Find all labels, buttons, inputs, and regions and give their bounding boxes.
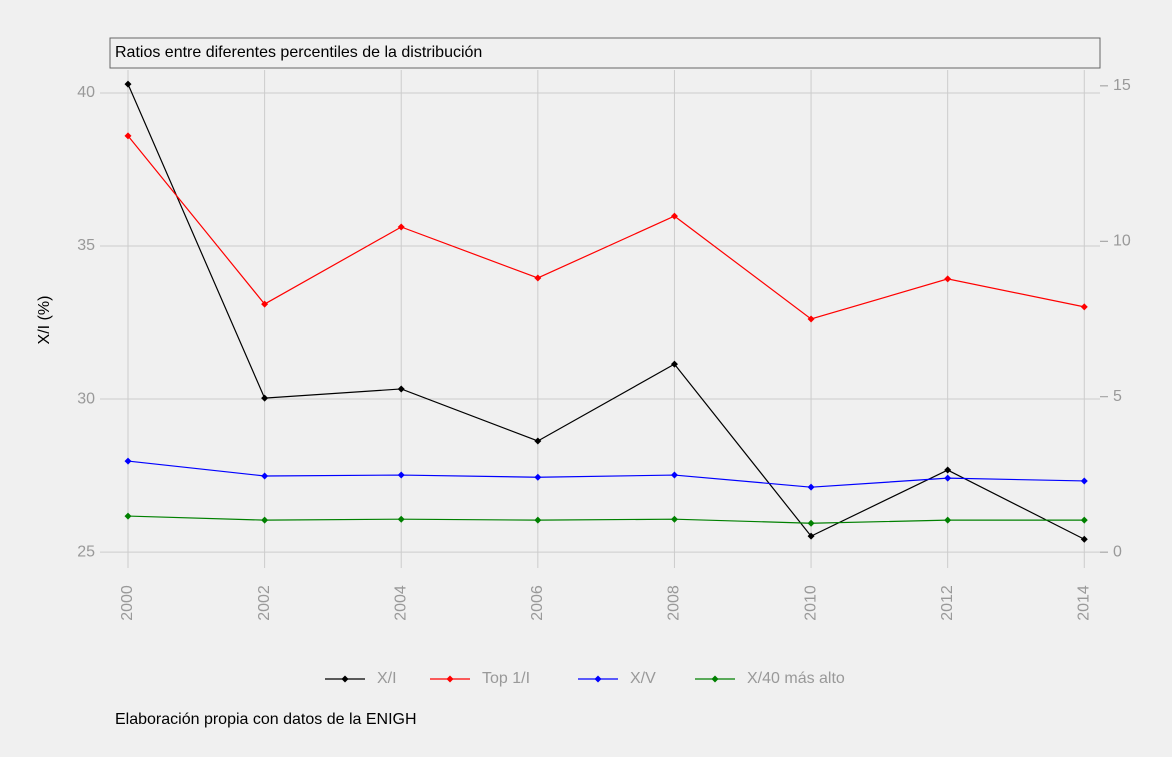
x-tick-label: 2004	[392, 585, 409, 621]
legend-swatch	[446, 675, 454, 683]
legend-label: X/40 más alto	[747, 670, 845, 687]
point	[1080, 303, 1088, 311]
point	[670, 471, 678, 479]
point	[261, 394, 269, 402]
caption: Elaboración propia con datos de la ENIGH	[115, 711, 417, 728]
point	[670, 515, 678, 523]
point	[397, 515, 405, 523]
x-tick-label: 2006	[529, 585, 546, 621]
y-tick-label: 40	[77, 84, 95, 101]
x-tick-label: 2014	[1076, 585, 1093, 621]
point	[944, 474, 952, 482]
point	[944, 275, 952, 283]
x-tick-label: 2010	[802, 585, 819, 621]
point	[124, 80, 132, 88]
series-line	[127, 515, 1085, 524]
y-tick-label: 30	[77, 390, 95, 407]
series-line	[127, 83, 1085, 540]
point	[670, 360, 678, 368]
x-tick-label: 2008	[666, 585, 683, 621]
legend-label: Top 1/I	[482, 670, 530, 687]
title-box	[109, 37, 1101, 69]
point	[944, 516, 952, 524]
point	[1080, 516, 1088, 524]
y2-tick-label: 0	[1113, 543, 1122, 560]
series-line	[127, 460, 1085, 488]
y-axis-label: X/I (%)	[36, 296, 53, 345]
point	[534, 473, 542, 481]
legend-label: X/V	[630, 670, 656, 687]
point	[124, 132, 132, 140]
point	[124, 457, 132, 465]
x-tick-label: 2002	[256, 585, 273, 621]
legend-swatch	[594, 675, 602, 683]
point	[807, 519, 815, 527]
y2-tick-label: 5	[1113, 388, 1122, 405]
point	[807, 532, 815, 540]
point	[534, 437, 542, 445]
legend-swatch	[341, 675, 349, 683]
chart-title: Ratios entre diferentes percentiles de l…	[115, 44, 482, 61]
x-tick-label: 2012	[939, 585, 956, 621]
point	[397, 471, 405, 479]
point	[1080, 535, 1088, 543]
y-tick-label: 25	[77, 543, 95, 560]
point	[944, 466, 952, 474]
legend-label: X/I	[377, 670, 397, 687]
x-tick-label: 2000	[119, 585, 136, 621]
point	[807, 483, 815, 491]
point	[670, 212, 678, 220]
y2-tick-label: 10	[1113, 233, 1131, 250]
point	[534, 274, 542, 282]
point	[1080, 477, 1088, 485]
series-line	[127, 135, 1085, 320]
point	[261, 300, 269, 308]
point	[397, 223, 405, 231]
point	[534, 516, 542, 524]
point	[261, 472, 269, 480]
point	[397, 385, 405, 393]
point	[124, 512, 132, 520]
y2-tick-label: 15	[1113, 77, 1131, 94]
point	[807, 315, 815, 323]
y-tick-label: 35	[77, 237, 95, 254]
point	[261, 516, 269, 524]
legend-swatch	[711, 675, 719, 683]
